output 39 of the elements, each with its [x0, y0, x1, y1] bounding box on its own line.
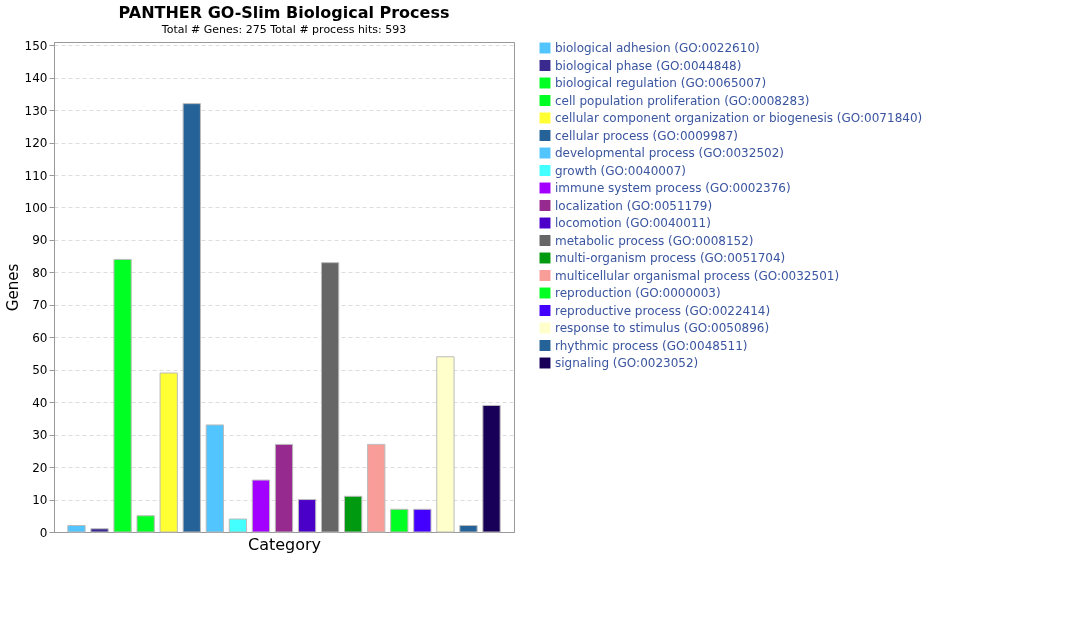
- chart-title: PANTHER GO-Slim Biological Process: [118, 3, 450, 23]
- legend-label: response to stimulus (GO:0050896): [555, 321, 770, 335]
- y-tick-label: 150: [24, 38, 48, 53]
- legend-label: growth (GO:0040007): [555, 163, 686, 178]
- legend-label: localization (GO:0051179): [555, 198, 713, 213]
- legend-label: multicellular organismal process (GO:0032501): [555, 268, 840, 283]
- legend-label: reproduction (GO:0000003): [555, 286, 721, 300]
- y-tick-label: 120: [24, 136, 48, 151]
- y-tick-label: 100: [24, 201, 48, 215]
- legend-label: rhythmic process (GO:0048511): [555, 338, 748, 353]
- legend-label: locomotion (GO:0040011): [555, 216, 711, 230]
- legend-label: cell population proliferation (GO:0008283): [555, 93, 810, 108]
- y-tick-label: 140: [24, 71, 48, 86]
- x-axis-title: Category: [247, 534, 322, 554]
- y-tick-label: 20: [32, 460, 48, 475]
- legend-label: biological phase (GO:0044848): [555, 58, 742, 73]
- y-tick-label: 40: [32, 395, 48, 410]
- legend-label: reproductive process (GO:0022414): [555, 303, 771, 318]
- legend-label: developmental process (GO:0032502): [555, 146, 784, 160]
- legend-label: cellular process (GO:0009987): [555, 128, 738, 143]
- y-tick-label: 10: [32, 493, 48, 508]
- y-tick-label: 50: [32, 363, 48, 378]
- y-tick-label: 70: [32, 298, 48, 313]
- y-tick-label: 80: [32, 265, 48, 280]
- legend-label: immune system process (GO:0002376): [555, 181, 791, 195]
- y-tick-label: 90: [32, 233, 48, 248]
- y-tick-label: 30: [32, 428, 48, 443]
- y-tick-label: 130: [24, 103, 48, 118]
- legend-label: biological adhesion (GO:0022610): [555, 41, 760, 55]
- legend-label: multi-organism process (GO:0051704): [555, 251, 786, 265]
- legend-label: biological regulation (GO:0065007): [555, 76, 767, 90]
- legend-label: cellular component organization or biogenesis (GO:0071840): [555, 111, 923, 125]
- y-tick-label: 60: [32, 330, 48, 345]
- legend-label: metabolic process (GO:0008152): [555, 233, 754, 248]
- legend-label: signaling (GO:0023052): [555, 356, 699, 370]
- chart-subtitle: Total # Genes: 275 Total # process hits: 593: [160, 23, 407, 37]
- y-tick-label: 110: [24, 168, 48, 183]
- y-tick-label: 0: [39, 525, 48, 540]
- y-axis-title: Genes: [3, 263, 22, 312]
